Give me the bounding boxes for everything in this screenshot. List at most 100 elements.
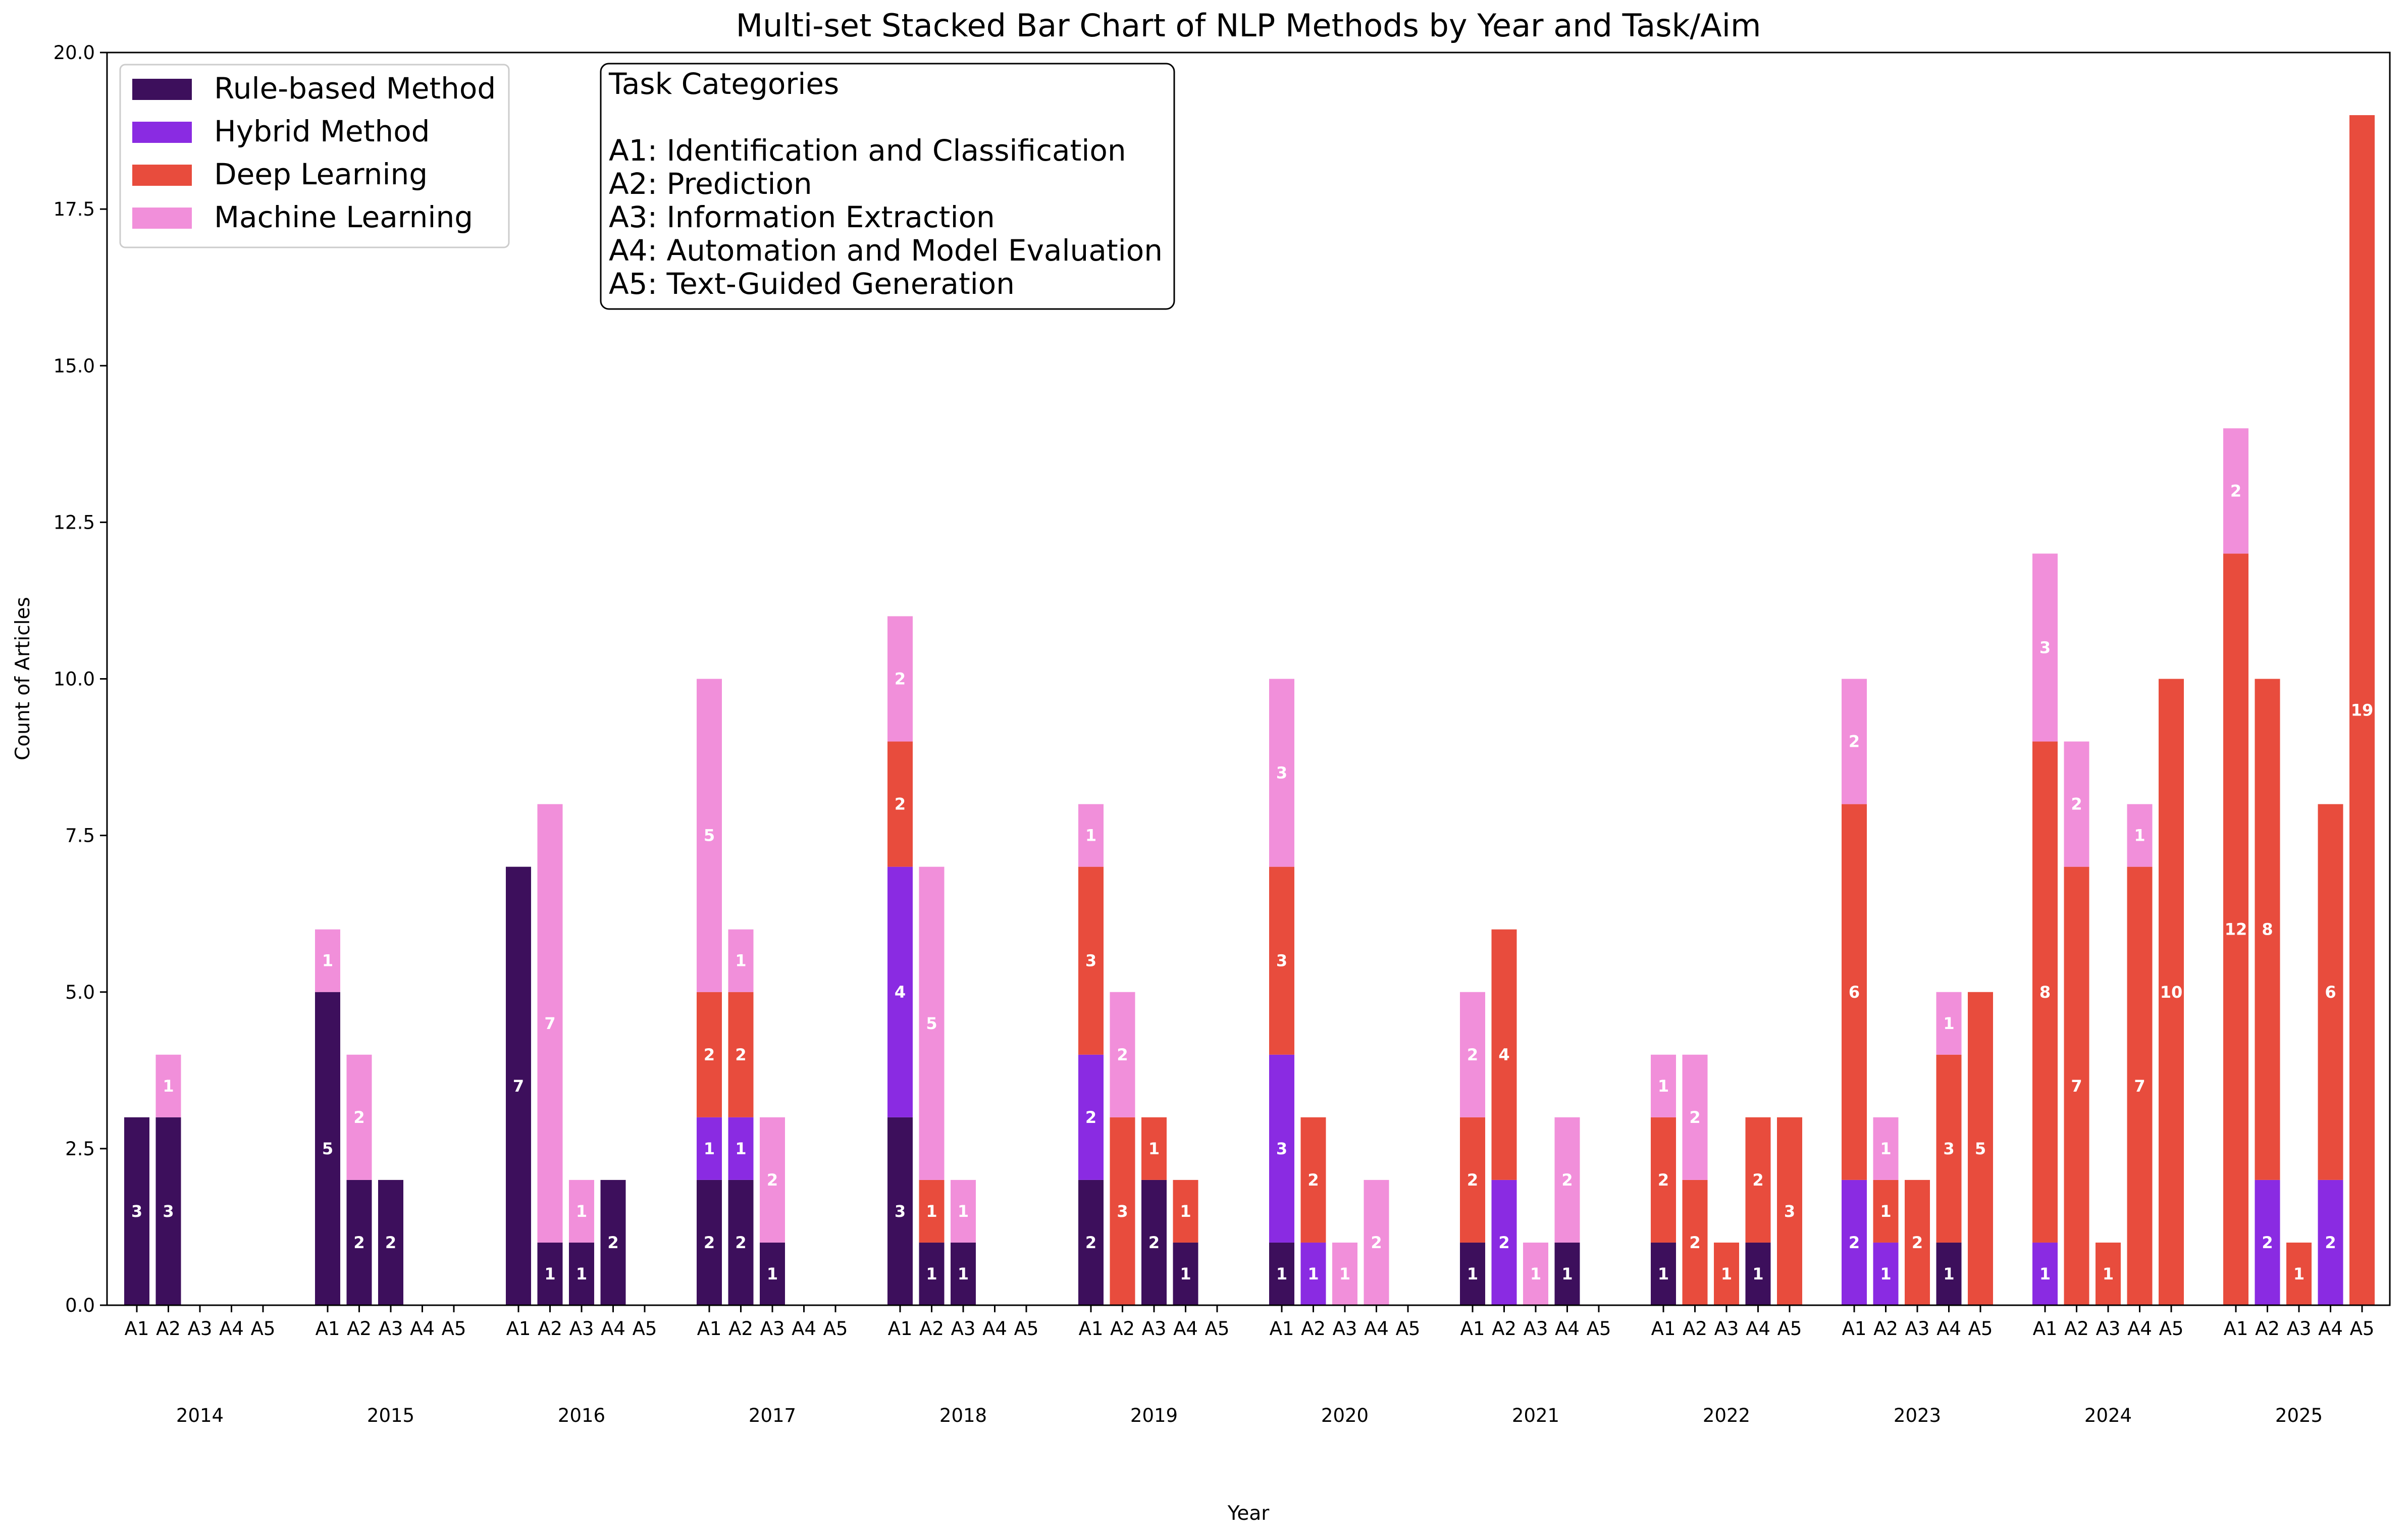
x-tick-label-2015-A1: A1	[316, 1318, 340, 1340]
bar-2020-A3-machine-learning	[1332, 1242, 1357, 1305]
bar-label-2021-A1-3: 2	[1467, 1045, 1478, 1064]
x-tick-label-2015-A2: A2	[347, 1318, 372, 1340]
x-tick-label-2016-A1: A1	[506, 1318, 531, 1340]
bar-label-2025-A2-2: 8	[2262, 920, 2273, 939]
bar-label-2017-A1-3: 5	[704, 826, 715, 845]
bar-label-2019-A2-2: 3	[1117, 1202, 1128, 1221]
plot-bars	[124, 115, 2375, 1305]
bar-2017-A2-hybrid-method	[728, 1117, 754, 1180]
legend-label-hybrid: Hybrid Method	[214, 114, 430, 148]
bar-label-2022-A1-0: 1	[1658, 1264, 1669, 1284]
x-tick-label-2023-A2: A2	[1873, 1318, 1898, 1340]
legend-swatch-rule-based	[132, 79, 192, 100]
bar-2025-A4-deep-learning	[2318, 804, 2343, 1180]
task-categories-box: Task Categories A1: Identification and C…	[600, 63, 1175, 310]
bar-2018-A3-rule-based-method	[951, 1242, 976, 1305]
bar-2017-A1-deep-learning	[697, 992, 722, 1117]
y-tick-label-0: 0.0	[65, 1295, 95, 1316]
bar-2020-A4-machine-learning	[1364, 1179, 1389, 1305]
x-tick-label-2019-A4: A4	[1173, 1318, 1198, 1340]
bar-2014-A2-machine-learning	[155, 1054, 181, 1117]
bar-label-2022-A1-3: 1	[1658, 1076, 1669, 1096]
x-tick-label-2023-A3: A3	[1905, 1318, 1930, 1340]
bar-2014-A2-rule-based-method	[155, 1117, 181, 1305]
bar-label-2018-A2-0: 1	[926, 1264, 937, 1284]
bar-label-2023-A4-2: 3	[1943, 1139, 1954, 1158]
bar-2020-A2-deep-learning	[1300, 1117, 1326, 1243]
bar-label-2024-A1-2: 8	[2039, 983, 2051, 1002]
bar-2023-A4-deep-learning	[1936, 1054, 1962, 1243]
x-tick-label-2018-A2: A2	[919, 1318, 944, 1340]
year-label-2023: 2023	[1894, 1405, 1941, 1426]
year-label-2016: 2016	[558, 1405, 605, 1426]
bar-2022-A2-machine-learning	[1682, 1054, 1708, 1180]
task-category-a5: A5: Text-Guided Generation	[609, 267, 1015, 301]
x-tick-label-2024-A4: A4	[2127, 1318, 2152, 1340]
bar-label-2024-A3-2: 1	[2103, 1264, 2114, 1284]
bar-label-2021-A4-0: 1	[1561, 1264, 1573, 1284]
x-tick-label-2021-A1: A1	[1460, 1318, 1485, 1340]
bar-label-2019-A3-0: 2	[1148, 1233, 1160, 1252]
bar-label-2020-A2-1: 1	[1307, 1264, 1319, 1284]
task-category-a4: A4: Automation and Model Evaluation	[609, 233, 1163, 268]
bar-label-2020-A1-1: 3	[1276, 1139, 1287, 1158]
legend-label-rule-based: Rule-based Method	[214, 71, 496, 106]
y-tick-label-5: 12.5	[54, 511, 95, 533]
bar-2023-A2-hybrid-method	[1873, 1242, 1899, 1305]
bar-label-2018-A3-3: 1	[958, 1202, 969, 1221]
x-tick-label-2022-A3: A3	[1714, 1318, 1739, 1340]
bar-2018-A1-deep-learning	[887, 741, 913, 867]
x-tick-label-2022-A5: A5	[1777, 1318, 1802, 1340]
bar-label-2025-A4-1: 2	[2325, 1233, 2336, 1252]
x-tick-label-2022-A4: A4	[1746, 1318, 1770, 1340]
bar-label-2021-A3-3: 1	[1530, 1264, 1541, 1284]
bar-label-2022-A4-2: 2	[1752, 1170, 1763, 1190]
x-axis-label: Year	[1227, 1502, 1270, 1525]
x-tick-label-2019-A3: A3	[1142, 1318, 1167, 1340]
task-categories-frame	[600, 63, 1175, 310]
bar-label-2015-A2-3: 2	[353, 1108, 364, 1127]
bar-2018-A2-rule-based-method	[919, 1242, 945, 1305]
bar-label-2023-A1-2: 6	[1849, 983, 1860, 1002]
x-tick-label-2018-A5: A5	[1014, 1318, 1039, 1340]
x-tick-label-2022-A1: A1	[1651, 1318, 1676, 1340]
bar-2025-A5-deep-learning	[2349, 115, 2375, 1305]
bar-2021-A1-deep-learning	[1460, 1117, 1485, 1243]
x-tick-label-2021-A4: A4	[1555, 1318, 1580, 1340]
x-tick-label-2025-A1: A1	[2224, 1318, 2248, 1340]
bar-label-2016-A3-0: 1	[576, 1264, 587, 1284]
bar-label-2016-A2-3: 7	[544, 1014, 555, 1033]
x-tick-label-2020-A1: A1	[1270, 1318, 1294, 1340]
x-tick-label-2023-A1: A1	[1842, 1318, 1867, 1340]
bar-label-2017-A2-1: 1	[735, 1139, 746, 1158]
x-tick-label-2017-A4: A4	[792, 1318, 816, 1340]
x-tick-label-2024-A5: A5	[2159, 1318, 2184, 1340]
bar-label-2018-A1-2: 2	[895, 795, 906, 814]
bar-label-2018-A1-3: 2	[895, 670, 906, 689]
bar-2016-A3-machine-learning	[569, 1179, 594, 1243]
bar-2019-A2-deep-learning	[1110, 1117, 1135, 1305]
bar-label-2025-A3-2: 1	[2293, 1264, 2305, 1284]
bar-2025-A2-hybrid-method	[2255, 1179, 2280, 1305]
x-tick-label-2025-A4: A4	[2318, 1318, 2343, 1340]
bar-label-2016-A3-3: 1	[576, 1202, 587, 1221]
y-tick-label-4: 10.0	[54, 669, 95, 690]
bar-2022-A1-deep-learning	[1651, 1117, 1676, 1243]
bar-2014-A1-rule-based-method	[124, 1117, 149, 1305]
bar-2019-A3-deep-learning	[1141, 1117, 1167, 1180]
task-category-a2: A2: Prediction	[609, 167, 812, 201]
bar-2023-A1-hybrid-method	[1842, 1179, 1867, 1305]
bar-2016-A2-rule-based-method	[537, 1242, 563, 1305]
year-label-2025: 2025	[2275, 1405, 2323, 1426]
bar-label-2015-A1-0: 5	[322, 1139, 333, 1158]
legend-label-machine-learning: Machine Learning	[214, 200, 473, 234]
bar-label-2024-A5-2: 10	[2160, 983, 2183, 1002]
bar-label-2015-A1-3: 1	[322, 951, 333, 970]
bar-label-2014-A2-0: 3	[163, 1202, 174, 1221]
task-category-a3: A3: Information Extraction	[609, 200, 995, 234]
x-tick-label-2021-A2: A2	[1492, 1318, 1516, 1340]
x-tick-label-2017-A1: A1	[697, 1318, 722, 1340]
bar-2018-A1-machine-learning	[887, 616, 913, 742]
bar-label-2019-A1-1: 2	[1085, 1108, 1096, 1127]
